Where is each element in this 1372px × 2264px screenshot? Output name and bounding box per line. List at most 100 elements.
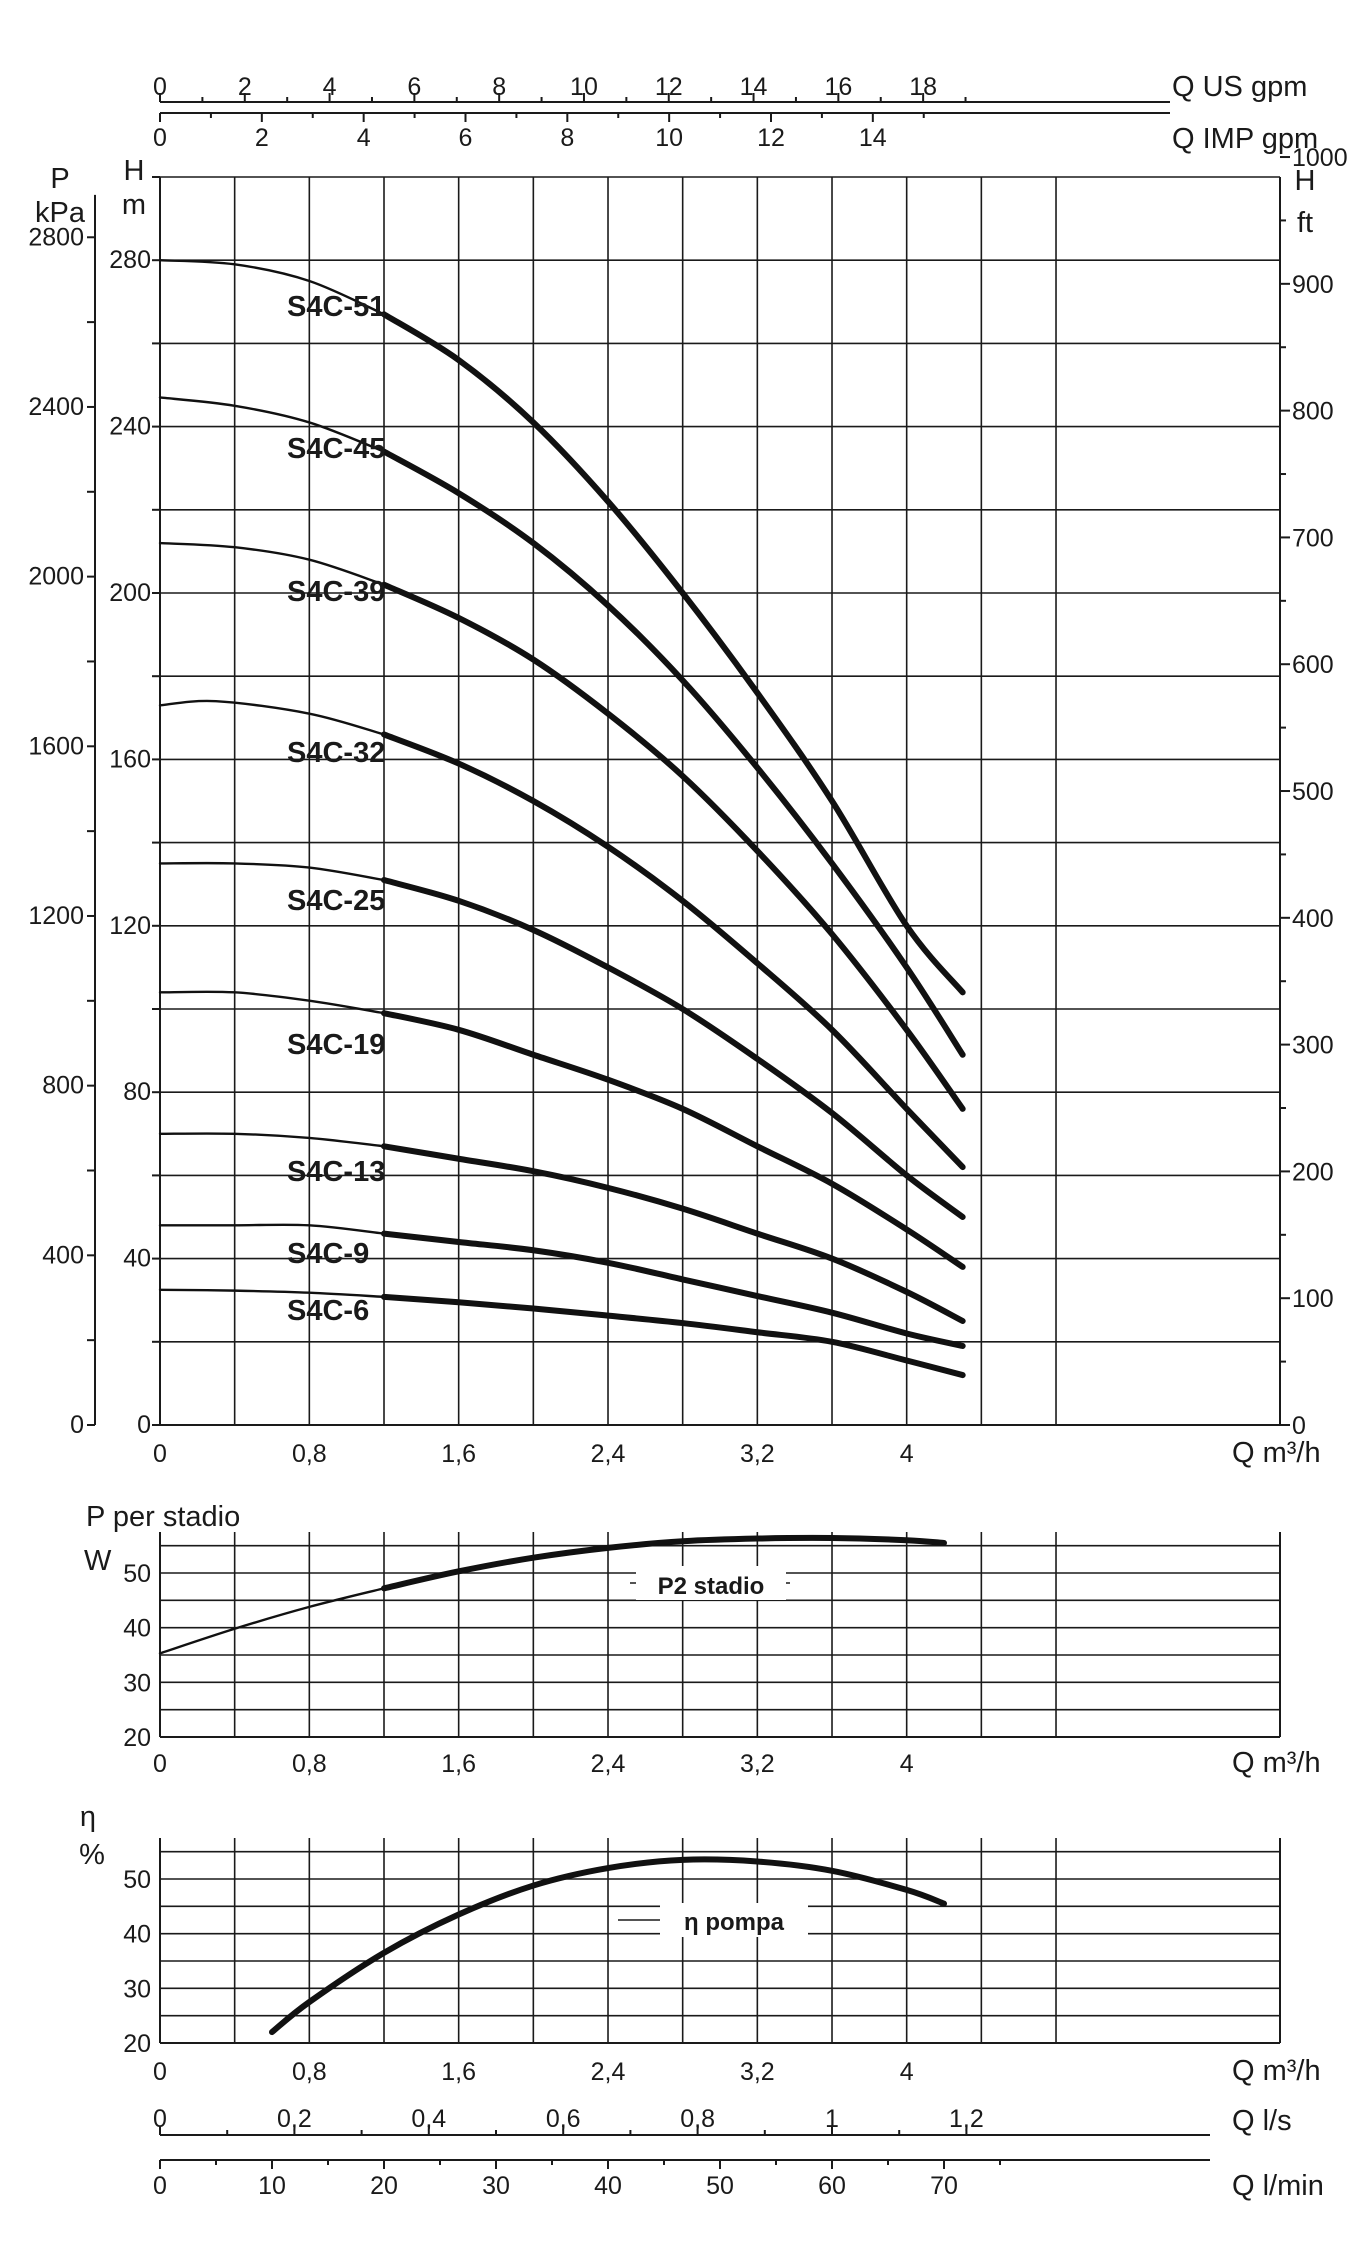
ft-tick-label: 700	[1292, 524, 1334, 552]
power-x-axis-label: Q m³/h	[1232, 1747, 1321, 1779]
head-curve-s4c-19	[381, 1010, 966, 1270]
metre-tick-label: 240	[109, 413, 151, 441]
head-curve-s4c-13-low-flow	[158, 1132, 386, 1148]
head-x-axis-label: Q m³/h	[1232, 1437, 1321, 1469]
power-x-tick-label: 4	[900, 1750, 914, 1778]
series-label-s4c-32: S4C-32	[287, 737, 385, 769]
ft-tick-label: 300	[1292, 1032, 1334, 1060]
imp-gpm-tick-label: 0	[153, 124, 167, 152]
eff-curve-eta-pompa	[269, 1856, 948, 2036]
lmin-tick-label: 40	[594, 2172, 622, 2200]
eff-y-tick-label: 50	[123, 1866, 151, 1894]
head-curve-s4c-39-low-flow	[158, 541, 386, 586]
eff-x-tick-label: 3,2	[740, 2058, 775, 2086]
ls-tick-label: 1	[825, 2105, 839, 2133]
us-gpm-tick-label: 8	[492, 73, 506, 101]
head-curve-s4c-32-low-flow	[158, 699, 386, 736]
lmin-tick-label: 20	[370, 2172, 398, 2200]
imp-gpm-tick-label: 4	[357, 124, 371, 152]
kpa-tick-label: 1600	[28, 732, 84, 760]
metre-tick-label: 0	[137, 1411, 151, 1439]
series-label-s4c-19: S4C-19	[287, 1029, 385, 1061]
bottom-flow-axes: 0 0,2 0,4 0,6 0,8 1 1,2 0 10 20 30 40 50 60 70 Q l/s Q l…	[153, 2105, 1324, 2202]
head-curve-s4c-45-low-flow	[158, 396, 386, 453]
ft-tick-label: 200	[1292, 1158, 1334, 1186]
power-y-tick-label: 20	[123, 1724, 151, 1752]
kpa-tick-label: 1200	[28, 902, 84, 930]
kpa-axis-label-p: P	[50, 163, 69, 195]
eff-y-unit: %	[79, 1839, 105, 1871]
series-label-eta-pompa: η pompa	[684, 1909, 785, 1936]
lmin-tick-label: 70	[930, 2172, 958, 2200]
metre-tick-label: 40	[123, 1245, 151, 1273]
head-curve-s4c-51	[381, 311, 966, 996]
power-x-tick-label: 0	[153, 1750, 167, 1778]
eff-x-tick-label: 2,4	[591, 2058, 626, 2086]
lmin-tick-label: 0	[153, 2172, 167, 2200]
power-x-tick-label: 0,8	[292, 1750, 327, 1778]
power-x-tick-label: 2,4	[591, 1750, 626, 1778]
series-label-s4c-13: S4C-13	[287, 1156, 385, 1188]
imp-gpm-tick-label: 14	[859, 124, 887, 152]
imp-gpm-tick-label: 2	[255, 124, 269, 152]
ls-tick-label: 1,2	[949, 2105, 984, 2133]
series-label-s4c-25: S4C-25	[287, 885, 385, 917]
power-curve-p2-stadio	[381, 1534, 948, 1592]
eff-x-tick-label: 4	[900, 2058, 914, 2086]
head-x-tick-label: 3,2	[740, 1440, 775, 1468]
ft-tick-label: 600	[1292, 651, 1334, 679]
head-curve-s4c-25	[381, 877, 966, 1220]
lmin-tick-label: 10	[258, 2172, 286, 2200]
series-label-s4c-39: S4C-39	[287, 576, 385, 608]
power-x-tick-label: 3,2	[740, 1750, 775, 1778]
power-y-tick-label: 40	[123, 1615, 151, 1643]
us-gpm-tick-label: 0	[153, 73, 167, 101]
power-y-unit: W	[84, 1545, 112, 1577]
head-curve-s4c-9-low-flow	[158, 1223, 386, 1235]
ft-axis-label-unit: ft	[1297, 207, 1313, 239]
head-x-tick-label: 0,8	[292, 1440, 327, 1468]
series-label-s4c-45: S4C-45	[287, 433, 385, 465]
metre-tick-label: 200	[109, 579, 151, 607]
metre-axis-label-h: H	[124, 155, 145, 187]
eff-x-tick-label: 1,6	[441, 2058, 476, 2086]
series-label-p2-stadio: P2 stadio	[658, 1573, 765, 1600]
metre-tick-label: 80	[123, 1078, 151, 1106]
series-label-s4c-51: S4C-51	[287, 291, 385, 323]
us-gpm-tick-label: 6	[407, 73, 421, 101]
head-curve-s4c-13	[381, 1143, 966, 1324]
eff-x-tick-label: 0	[153, 2058, 167, 2086]
metre-axis-label-unit: m	[122, 189, 146, 221]
ft-tick-label: 1000	[1292, 144, 1348, 172]
lmin-tick-label: 50	[706, 2172, 734, 2200]
power-label-backdrop	[636, 1566, 786, 1600]
kpa-tick-label: 2800	[28, 223, 84, 251]
ft-tick-label: 800	[1292, 398, 1334, 426]
head-curve-s4c-51-low-flow	[158, 259, 386, 316]
eff-title: η	[80, 1801, 96, 1833]
metre-tick-label: 280	[109, 246, 151, 274]
eff-y-tick-label: 40	[123, 1921, 151, 1949]
head-x-tick-label: 4	[900, 1440, 914, 1468]
power-title: P per stadio	[86, 1501, 240, 1533]
head-x-tick-label: 0	[153, 1440, 167, 1468]
power-curve-low-flow	[158, 1587, 386, 1655]
us-gpm-tick-label: 18	[909, 73, 937, 101]
head-chart: 040080012001600200024002800PkPa040801201…	[28, 144, 1347, 1469]
head-curve-s4c-45	[381, 448, 966, 1058]
ls-tick-label: 0,2	[277, 2105, 312, 2133]
ls-tick-label: 0,6	[546, 2105, 581, 2133]
power-y-tick-label: 50	[123, 1560, 151, 1588]
lmin-tick-label: 60	[818, 2172, 846, 2200]
us-gpm-tick-label: 12	[655, 73, 683, 101]
ls-axis-label: Q l/s	[1232, 2105, 1292, 2137]
imp-gpm-axis-label: Q IMP gpm	[1172, 123, 1318, 155]
head-curve-s4c-19-low-flow	[158, 990, 386, 1015]
ft-tick-label: 900	[1292, 271, 1334, 299]
kpa-tick-label: 400	[42, 1241, 84, 1269]
us-gpm-tick-label: 10	[570, 73, 598, 101]
ft-tick-label: 0	[1292, 1412, 1306, 1440]
power-chart: 20 30 40 50 P per stadio W 0 0,8 1,6 2,4 3,2 4 Q m³/…	[84, 1501, 1321, 1779]
ft-tick-label: 100	[1292, 1285, 1334, 1313]
